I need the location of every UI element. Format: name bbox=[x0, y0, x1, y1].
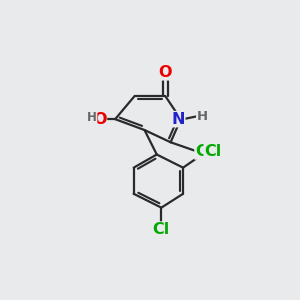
Text: O: O bbox=[159, 65, 172, 80]
Text: N: N bbox=[171, 112, 185, 127]
Text: H: H bbox=[197, 110, 208, 123]
Text: O: O bbox=[93, 112, 106, 127]
Text: Cl: Cl bbox=[153, 222, 170, 237]
Text: H: H bbox=[87, 111, 97, 124]
Text: Cl: Cl bbox=[195, 144, 212, 159]
Text: Cl: Cl bbox=[204, 144, 221, 159]
